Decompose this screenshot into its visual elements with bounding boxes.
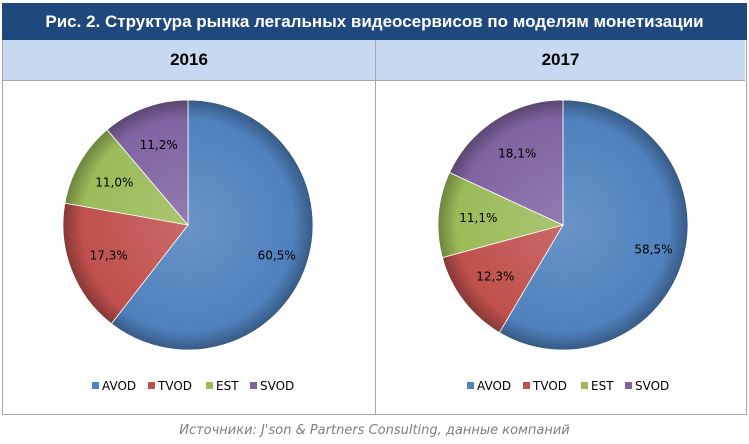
legend-label-avod: AVOD (102, 379, 136, 393)
table-frame (2, 40, 747, 415)
slice-2016-est (64, 129, 190, 226)
data-label-2017-tvod: 12,3% (476, 269, 514, 283)
column-divider (375, 40, 376, 414)
legend-swatch-avod (92, 382, 99, 389)
legend-swatch-tvod (523, 382, 530, 389)
legend-swatch-svod (250, 382, 257, 389)
data-label-2017-svod: 18,1% (498, 146, 536, 160)
pie-charts: 60,5% 17,3% 11,0% 11,2% AVOD TVOD EST SVOD 58,5%… (62, 99, 689, 393)
slice-2017-svod (449, 99, 564, 226)
source-note: Источники: J'son & Partners Consulting, … (179, 423, 570, 438)
legend-swatch-svod (625, 382, 632, 389)
data-label-2016-est: 11,0% (95, 176, 133, 190)
slice-2017-est (437, 171, 565, 259)
data-label-2017-est: 11,1% (459, 211, 497, 225)
data-label-2016-avod: 60,5% (258, 248, 296, 262)
slice-2016-avod (110, 99, 314, 351)
data-label-2016-svod: 11,2% (140, 138, 178, 152)
year-header-2017: 2017 (376, 40, 745, 81)
legend-label-tvod: TVOD (532, 379, 567, 393)
legend-swatch-tvod (148, 382, 155, 389)
legend-swatch-est (581, 382, 588, 389)
legend-label-svod: SVOD (260, 379, 294, 393)
legend-label-avod: AVOD (477, 379, 511, 393)
legend-swatch-est (206, 382, 213, 389)
legend-swatch-avod (467, 382, 474, 389)
year-header-2016: 2016 (3, 40, 375, 81)
slice-2016-svod (106, 99, 189, 227)
figure-title: Рис. 2. Структура рынка легальных видеос… (2, 3, 747, 40)
legend-label-est: EST (216, 379, 239, 393)
data-label-2017-avod: 58,5% (634, 243, 672, 257)
legend-label-tvod: TVOD (157, 379, 192, 393)
slice-2017-avod (498, 99, 689, 351)
legend-label-svod: SVOD (635, 379, 669, 393)
data-label-2016-tvod: 17,3% (90, 249, 128, 263)
slice-2017-tvod (441, 224, 564, 334)
slice-2016-tvod (62, 202, 189, 325)
legend-label-est: EST (591, 379, 614, 393)
